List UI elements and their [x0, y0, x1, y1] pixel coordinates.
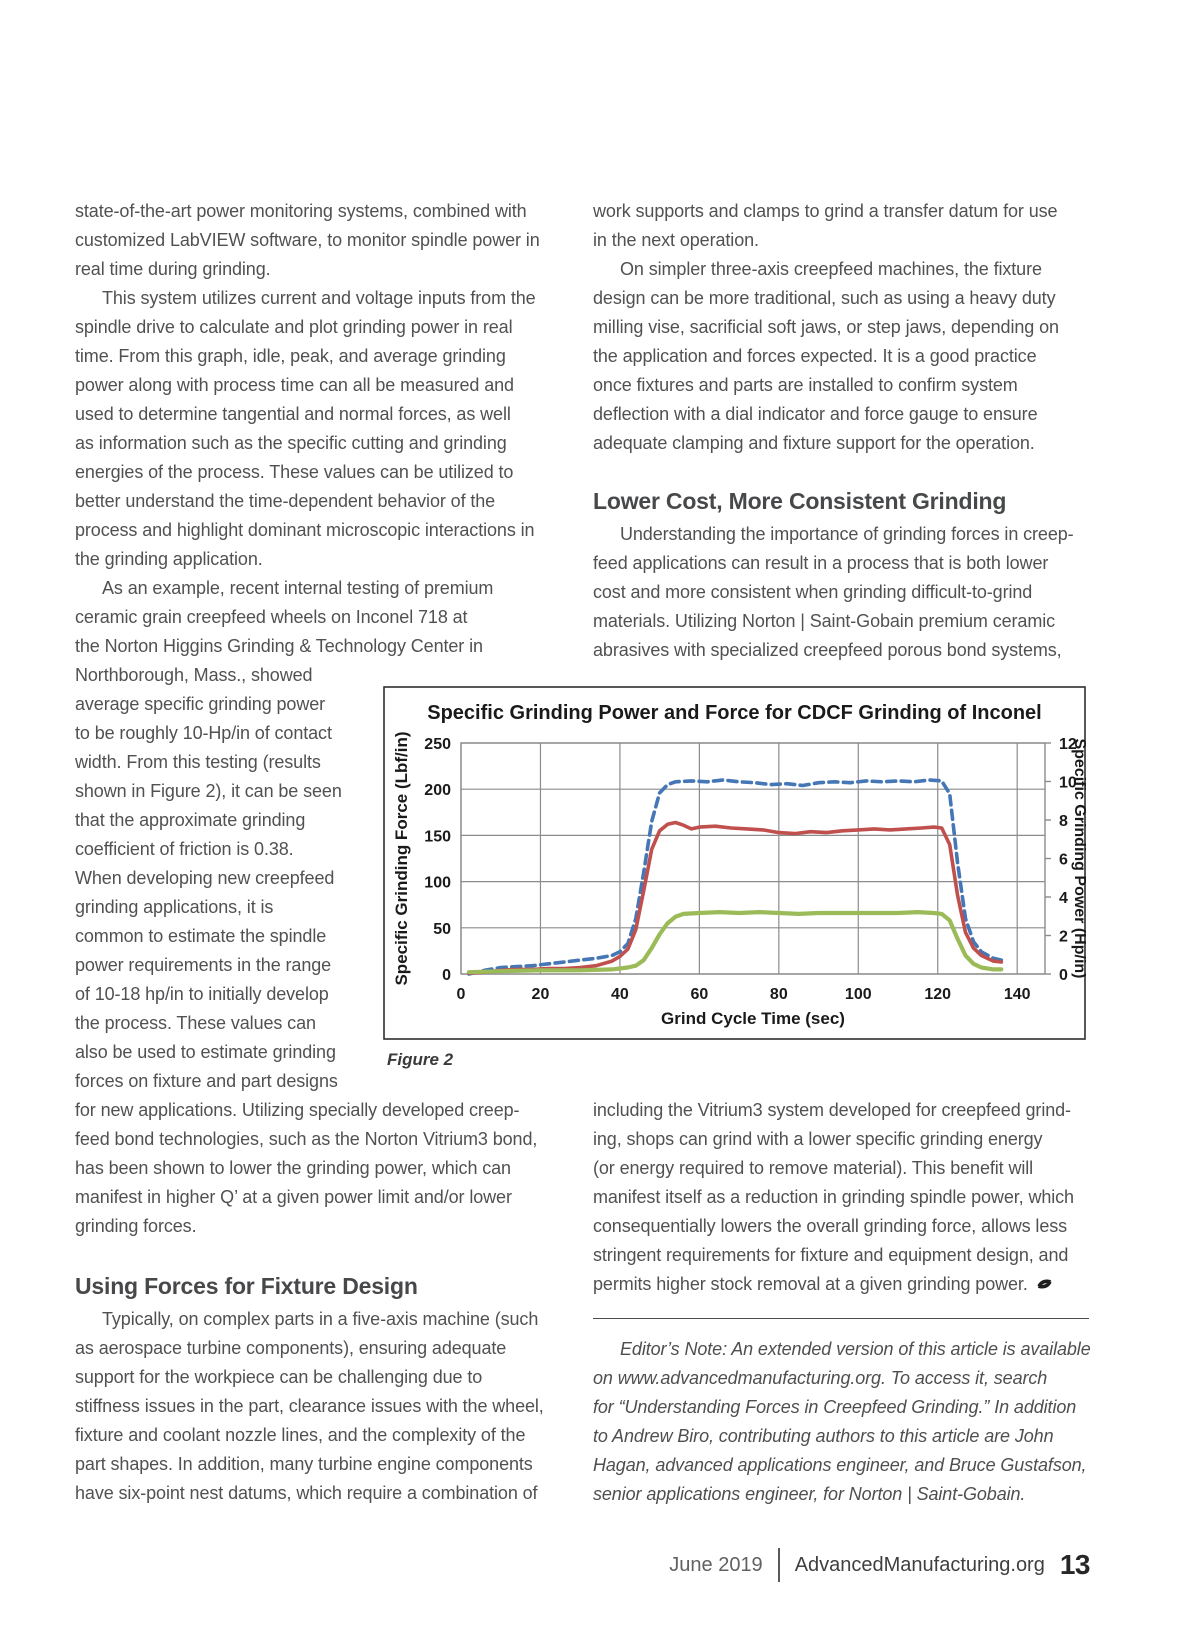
paragraph: As an example, recent internal testing o…: [75, 578, 494, 656]
svg-text:150: 150: [424, 828, 451, 845]
footer-issue-date: June 2019: [669, 1553, 763, 1576]
footer-divider: [777, 1548, 780, 1582]
svg-text:12: 12: [1059, 736, 1077, 753]
footer-site-name: AdvancedManufacturing.org: [794, 1553, 1045, 1576]
paragraph: On simpler three-axis creepfeed machines…: [593, 259, 1059, 453]
svg-text:Grind Cycle Time (sec): Grind Cycle Time (sec): [661, 1009, 845, 1028]
left-column-top: state-of-the-art power monitoring system…: [75, 197, 575, 661]
svg-text:0: 0: [442, 967, 451, 984]
paragraph: state-of-the-art power monitoring system…: [75, 201, 540, 279]
figure-2-chart: Specific Grinding Power and Force for CD…: [383, 686, 1088, 1040]
paragraph: Typically, on complex parts in a five-ax…: [75, 1309, 544, 1503]
svg-text:140: 140: [1004, 986, 1031, 1003]
section-heading-using-forces: Using Forces for Fixture Design: [75, 1273, 418, 1299]
svg-text:0: 0: [457, 986, 466, 1003]
figure-2-caption: Figure 2: [387, 1050, 454, 1069]
right-column-bottom: including the Vitrium3 system developed …: [593, 1096, 1091, 1509]
left-column-narrow: Northborough, Mass., showed average spec…: [75, 661, 371, 1096]
paragraph: Northborough, Mass., showed average spec…: [75, 665, 342, 1091]
svg-text:6: 6: [1059, 852, 1068, 869]
end-of-article-icon: [1037, 1279, 1052, 1289]
figure-2-panel: Specific Grinding Power and Force for CD…: [383, 686, 1088, 1040]
svg-text:Specific Grinding Power (Hp/in: Specific Grinding Power (Hp/in): [1071, 738, 1086, 978]
svg-text:120: 120: [924, 986, 951, 1003]
paragraph: work supports and clamps to grind a tran…: [593, 201, 1058, 250]
paragraph: Understanding the importance of grinding…: [593, 524, 1074, 660]
svg-text:100: 100: [845, 986, 872, 1003]
paragraph-text: including the Vitrium3 system developed …: [593, 1100, 1074, 1294]
left-column-bottom: for new applications. Utilizing speciall…: [75, 1096, 575, 1508]
svg-text:250: 250: [424, 736, 451, 753]
svg-text:200: 200: [424, 782, 451, 799]
svg-text:20: 20: [532, 986, 550, 1003]
svg-text:80: 80: [770, 986, 788, 1003]
svg-text:100: 100: [424, 875, 451, 892]
svg-text:8: 8: [1059, 813, 1068, 830]
paragraph: including the Vitrium3 system developed …: [593, 1096, 1089, 1299]
svg-text:0: 0: [1059, 967, 1068, 984]
footer-page-number: 13: [1059, 1549, 1091, 1580]
right-column-top: work supports and clamps to grind a tran…: [593, 197, 1089, 665]
svg-text:60: 60: [690, 986, 708, 1003]
editors-note-divider: [593, 1318, 1089, 1319]
svg-text:2: 2: [1059, 929, 1068, 946]
svg-text:10: 10: [1059, 775, 1077, 792]
paragraph: for new applications. Utilizing speciall…: [75, 1100, 538, 1236]
svg-text:50: 50: [433, 921, 451, 938]
section-heading-lower-cost: Lower Cost, More Consistent Grinding: [593, 488, 1007, 514]
paragraph: This system utilizes current and voltage…: [75, 288, 536, 569]
page-footer: June 2019 AdvancedManufacturing.org 13: [669, 1548, 1091, 1582]
svg-text:Specific Grinding Force (Lbf/i: Specific Grinding Force (Lbf/in): [392, 731, 411, 985]
editors-note: Editor’s Note: An extended version of th…: [593, 1339, 1091, 1504]
svg-text:Specific Grinding Power and Fo: Specific Grinding Power and Force for CD…: [427, 702, 1041, 724]
svg-text:40: 40: [611, 986, 629, 1003]
svg-text:4: 4: [1059, 890, 1068, 907]
